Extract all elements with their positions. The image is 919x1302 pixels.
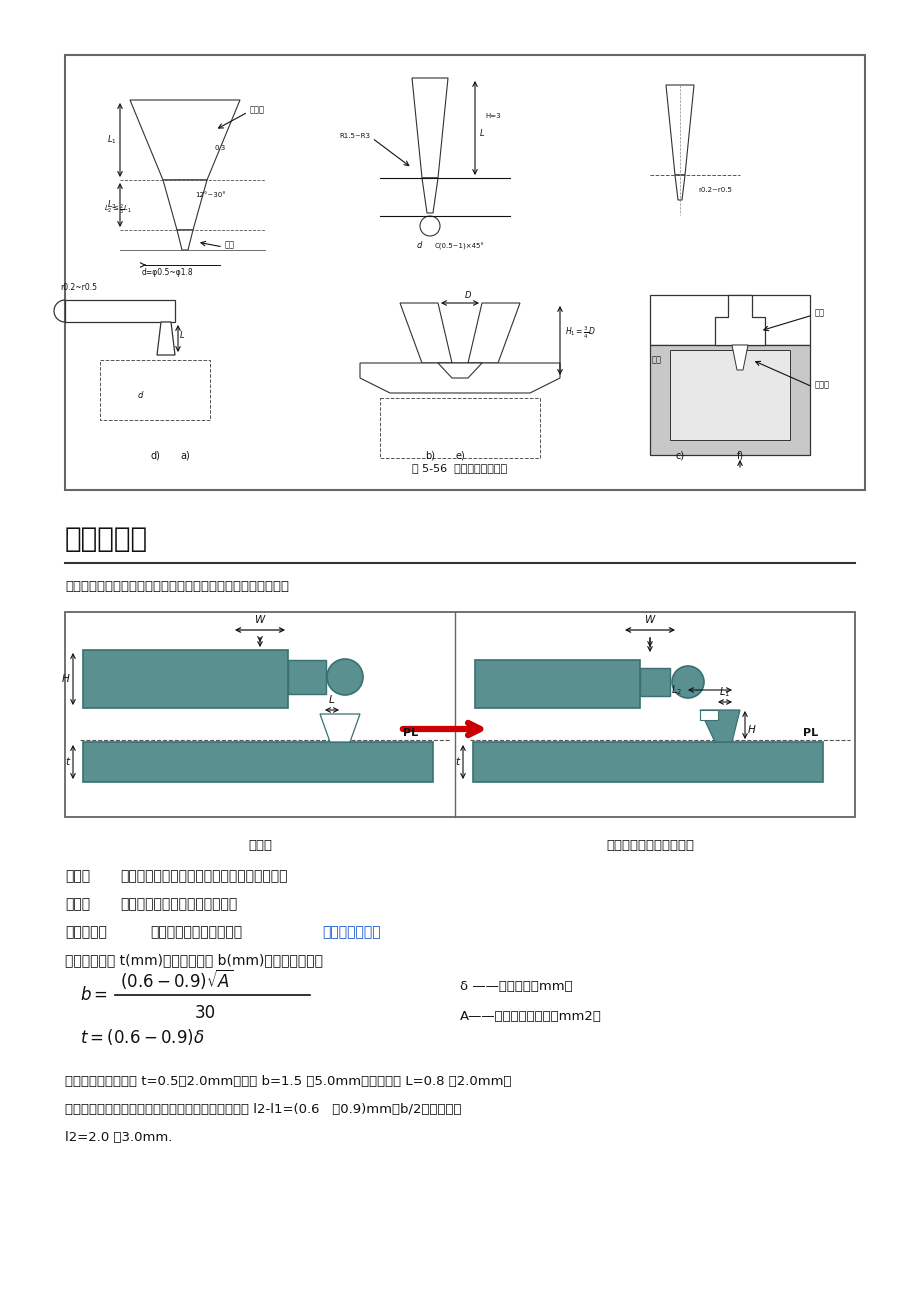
Text: $L_1$: $L_1$ — [719, 685, 730, 699]
Text: 12°~30°: 12°~30° — [195, 191, 225, 198]
Text: 对于中小型塑件深度 t=0.5～2.0mm，宽度 b=1.5 ～5.0mm，浇口长度 L=0.8 ～2.0mm；: 对于中小型塑件深度 t=0.5～2.0mm，宽度 b=1.5 ～5.0mm，浇口… — [65, 1075, 511, 1088]
Text: 重叠浇口（搭接式浇口）: 重叠浇口（搭接式浇口） — [606, 838, 693, 852]
Text: $L_2\leq\frac{2}{3}L_1$: $L_2\leq\frac{2}{3}L_1$ — [104, 203, 131, 217]
Text: 适用范围：: 适用范围： — [65, 924, 107, 939]
Circle shape — [420, 216, 439, 236]
Bar — [650, 345, 809, 454]
Text: 二、侧浇口: 二、侧浇口 — [65, 525, 148, 553]
Text: L: L — [329, 695, 335, 704]
Text: C(0.5~1)×45°: C(0.5~1)×45° — [435, 242, 484, 250]
Text: $b=$: $b=$ — [80, 986, 108, 1004]
Text: l2=2.0 ～3.0mm.: l2=2.0 ～3.0mm. — [65, 1131, 172, 1144]
Bar — [288, 660, 325, 694]
Text: a): a) — [180, 450, 189, 460]
Text: 图 5-56  点浇口的典型结构: 图 5-56 点浇口的典型结构 — [412, 464, 507, 473]
Polygon shape — [412, 78, 448, 178]
Text: $L_1$: $L_1$ — [108, 134, 117, 146]
Text: d: d — [137, 391, 142, 400]
Text: b): b) — [425, 450, 435, 460]
Polygon shape — [130, 100, 240, 180]
Bar — [65, 612, 854, 816]
Bar — [640, 668, 669, 697]
Text: 其侧浇口厚度 t(mm)和测浇口宽度 b(mm)的经验公式如下: 其侧浇口厚度 t(mm)和测浇口宽度 b(mm)的经验公式如下 — [65, 953, 323, 967]
Text: A——为塑件外表面积，mm2。: A——为塑件外表面积，mm2。 — [460, 1010, 601, 1023]
Bar — [474, 660, 640, 708]
Text: δ ——塑料厚度，mm；: δ ——塑料厚度，mm； — [460, 980, 572, 993]
Text: $t = (0.6-0.9)\delta$: $t = (0.6-0.9)\delta$ — [80, 1027, 204, 1047]
Polygon shape — [157, 322, 175, 355]
Text: PL: PL — [403, 728, 417, 738]
Text: r0.2~r0.5: r0.2~r0.5 — [60, 284, 96, 293]
Polygon shape — [422, 178, 437, 214]
Text: d): d) — [150, 450, 160, 460]
Text: 在制品的外表面留有浇口痕迹。: 在制品的外表面留有浇口痕迹。 — [119, 897, 237, 911]
Text: 浇口: 浇口 — [225, 241, 234, 250]
Text: 30: 30 — [194, 1004, 215, 1022]
Bar — [699, 710, 717, 720]
Bar — [100, 359, 210, 421]
Text: e): e) — [455, 450, 464, 460]
Text: R1.5~R3: R1.5~R3 — [338, 133, 369, 139]
Text: t: t — [454, 756, 459, 767]
Text: $L_2$: $L_2$ — [107, 199, 117, 211]
Text: d=φ0.5~φ1.8: d=φ0.5~φ1.8 — [141, 268, 193, 277]
Text: 侧浇口: 侧浇口 — [248, 838, 272, 852]
Polygon shape — [437, 363, 482, 378]
Text: 主流道: 主流道 — [250, 105, 265, 115]
Polygon shape — [400, 303, 451, 363]
Text: 点浇口: 点浇口 — [814, 380, 829, 389]
Polygon shape — [699, 710, 739, 742]
Polygon shape — [163, 180, 207, 230]
Text: D: D — [464, 292, 471, 301]
Bar — [650, 296, 809, 345]
Text: 重叠浇口（侧面进料的搭接式浇口），搭接部分长度 l2-l1=(0.6   ～0.9)mm＋b/2，浇口长度: 重叠浇口（侧面进料的搭接式浇口），搭接部分长度 l2-l1=(0.6 ～0.9)… — [65, 1103, 461, 1116]
Circle shape — [326, 659, 363, 695]
Text: 0.3: 0.3 — [215, 145, 226, 151]
Text: r0.2~r0.5: r0.2~r0.5 — [698, 187, 732, 193]
Text: H: H — [62, 674, 69, 684]
Text: 多型腔注射模。: 多型腔注射模。 — [322, 924, 380, 939]
Text: $(0.6-0.9)\sqrt{A}$: $(0.6-0.9)\sqrt{A}$ — [119, 967, 233, 991]
Text: $H_1=\frac{3}{4}D$: $H_1=\frac{3}{4}D$ — [564, 326, 595, 341]
Polygon shape — [714, 296, 765, 345]
Bar — [380, 398, 539, 458]
Text: 易于加工、便于试模后修正，浇口去除方便。: 易于加工、便于试模后修正，浇口去除方便。 — [119, 868, 288, 883]
Bar — [472, 742, 823, 783]
Text: $L_2$: $L_2$ — [670, 684, 681, 697]
Text: 国外又称标准浇口。一般开设在分型面上，从制品的边缘进料。: 国外又称标准浇口。一般开设在分型面上，从制品的边缘进料。 — [65, 579, 289, 592]
Polygon shape — [675, 174, 685, 201]
Polygon shape — [468, 303, 519, 363]
Text: H=3: H=3 — [484, 113, 500, 118]
Polygon shape — [320, 713, 359, 742]
Bar — [65, 55, 864, 490]
Text: L: L — [480, 129, 484, 138]
Text: PL: PL — [802, 728, 817, 738]
Text: f): f) — [735, 450, 743, 460]
Text: c): c) — [675, 450, 684, 460]
Text: L: L — [180, 331, 185, 340]
Text: 缺点：: 缺点： — [65, 897, 90, 911]
Polygon shape — [65, 299, 175, 322]
Polygon shape — [359, 363, 560, 393]
Bar — [669, 350, 789, 440]
Polygon shape — [176, 230, 193, 250]
Text: W: W — [644, 615, 654, 625]
Circle shape — [671, 667, 703, 698]
Text: 优点：: 优点： — [65, 868, 90, 883]
Polygon shape — [732, 345, 747, 370]
Text: W: W — [255, 615, 265, 625]
Text: 塑件: 塑件 — [652, 355, 662, 365]
Text: 广泛应用于中小型制品的: 广泛应用于中小型制品的 — [150, 924, 242, 939]
Bar — [83, 650, 288, 708]
Text: 凹模: 凹模 — [814, 309, 824, 318]
Text: H: H — [747, 725, 754, 736]
Text: d: d — [416, 241, 422, 250]
Bar — [83, 742, 433, 783]
Polygon shape — [665, 85, 693, 174]
Text: t: t — [65, 756, 69, 767]
